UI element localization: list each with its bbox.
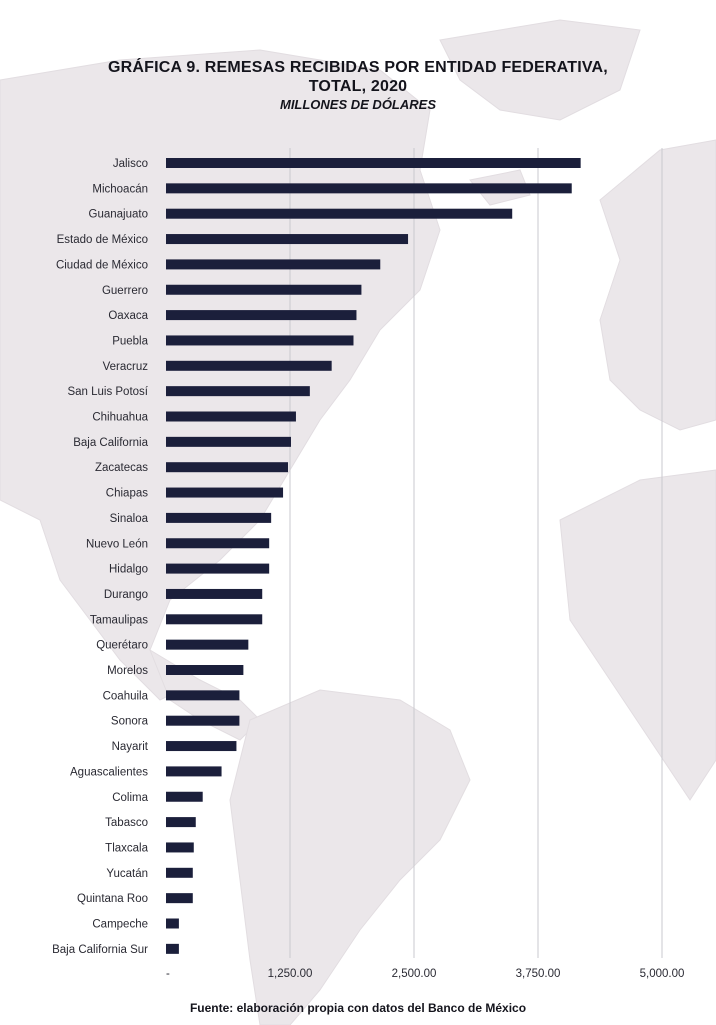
category-label: Jalisco: [113, 158, 148, 170]
bar: [166, 183, 572, 194]
category-label: Guerrero: [102, 285, 148, 297]
bar: [166, 284, 362, 295]
bar: [166, 335, 354, 346]
category-label: Coahuila: [103, 690, 149, 702]
bar: [166, 436, 291, 447]
category-label: Puebla: [112, 335, 148, 347]
bar: [166, 512, 272, 523]
x-tick-label: 3,750.00: [516, 968, 561, 980]
bar: [166, 741, 237, 752]
category-label: Ciudad de México: [56, 259, 148, 271]
category-label: Tlaxcala: [105, 842, 148, 854]
bar: [166, 943, 179, 954]
category-label: Aguascalientes: [70, 766, 148, 778]
category-label: Tabasco: [105, 817, 148, 829]
chart-title-line-2: TOTAL, 2020: [308, 78, 408, 95]
category-label: Michoacán: [92, 183, 148, 195]
bar: [166, 462, 289, 473]
category-label: Morelos: [107, 665, 148, 677]
x-tick-label: -: [166, 968, 170, 980]
category-label: Durango: [104, 589, 148, 601]
bar: [166, 614, 263, 625]
bar: [166, 665, 244, 675]
bar: [166, 386, 310, 397]
category-label: Hidalgo: [109, 564, 148, 576]
category-label: Sinaloa: [110, 513, 149, 525]
bar: [166, 360, 332, 371]
source-note: Fuente: elaboración propia con datos del…: [189, 1001, 527, 1015]
bar: [166, 893, 193, 904]
category-label: Guanajuato: [89, 209, 148, 221]
bar: [166, 588, 263, 599]
bar: [166, 158, 581, 168]
x-tick-label: 1,250.00: [268, 968, 313, 980]
category-label: San Luis Potosí: [67, 386, 148, 398]
africa-shape: [559, 469, 716, 801]
chart-title-line-1: GRÁFICA 9. REMESAS RECIBIDAS POR ENTIDAD…: [108, 59, 608, 76]
bar: [166, 766, 222, 777]
bar: [166, 538, 270, 549]
category-label: Campeche: [92, 919, 148, 931]
category-label: Chiapas: [106, 488, 148, 500]
category-label: Estado de México: [57, 234, 148, 246]
category-label: Sonora: [111, 716, 149, 728]
bar-chart: Jalisco Michoacán Guanajuato Estado de Méxi…: [52, 148, 685, 980]
bar: [166, 918, 179, 929]
category-label: Veracruz: [103, 361, 149, 373]
bar: [166, 817, 196, 828]
category-label: Quintana Roo: [77, 893, 148, 905]
bar: [166, 310, 357, 321]
category-label: Nayarit: [112, 741, 149, 753]
bar: [166, 563, 270, 574]
category-label: Yucatán: [106, 868, 148, 880]
category-label: Tamaulipas: [90, 614, 148, 626]
x-tick-label: 5,000.00: [640, 968, 685, 980]
chart-title-block: GRÁFICA 9. REMESAS RECIBIDAS POR ENTIDAD…: [0, 58, 716, 112]
bar: [166, 259, 381, 270]
bar: [166, 639, 249, 650]
category-label: Chihuahua: [92, 412, 148, 424]
x-tick-label: 2,500.00: [392, 968, 437, 980]
bar: [166, 487, 284, 498]
category-label: Nuevo León: [86, 538, 148, 550]
bar: [166, 208, 513, 219]
bar: [166, 715, 240, 726]
europe-shape: [599, 139, 716, 431]
bar: [166, 842, 194, 853]
bar: [166, 411, 296, 422]
bar: [166, 867, 193, 878]
category-label: Baja California Sur: [52, 944, 148, 956]
category-label: Zacatecas: [95, 462, 148, 474]
chart-subtitle: MILLONES DE DÓLARES: [279, 97, 436, 112]
greenland-shape: [439, 19, 641, 121]
bar: [166, 690, 240, 701]
category-label: Colima: [112, 792, 148, 804]
bar: [166, 791, 203, 802]
bar: [166, 234, 409, 245]
category-label: Oaxaca: [108, 310, 148, 322]
category-label: Querétaro: [96, 640, 148, 652]
category-label: Baja California: [73, 437, 148, 449]
